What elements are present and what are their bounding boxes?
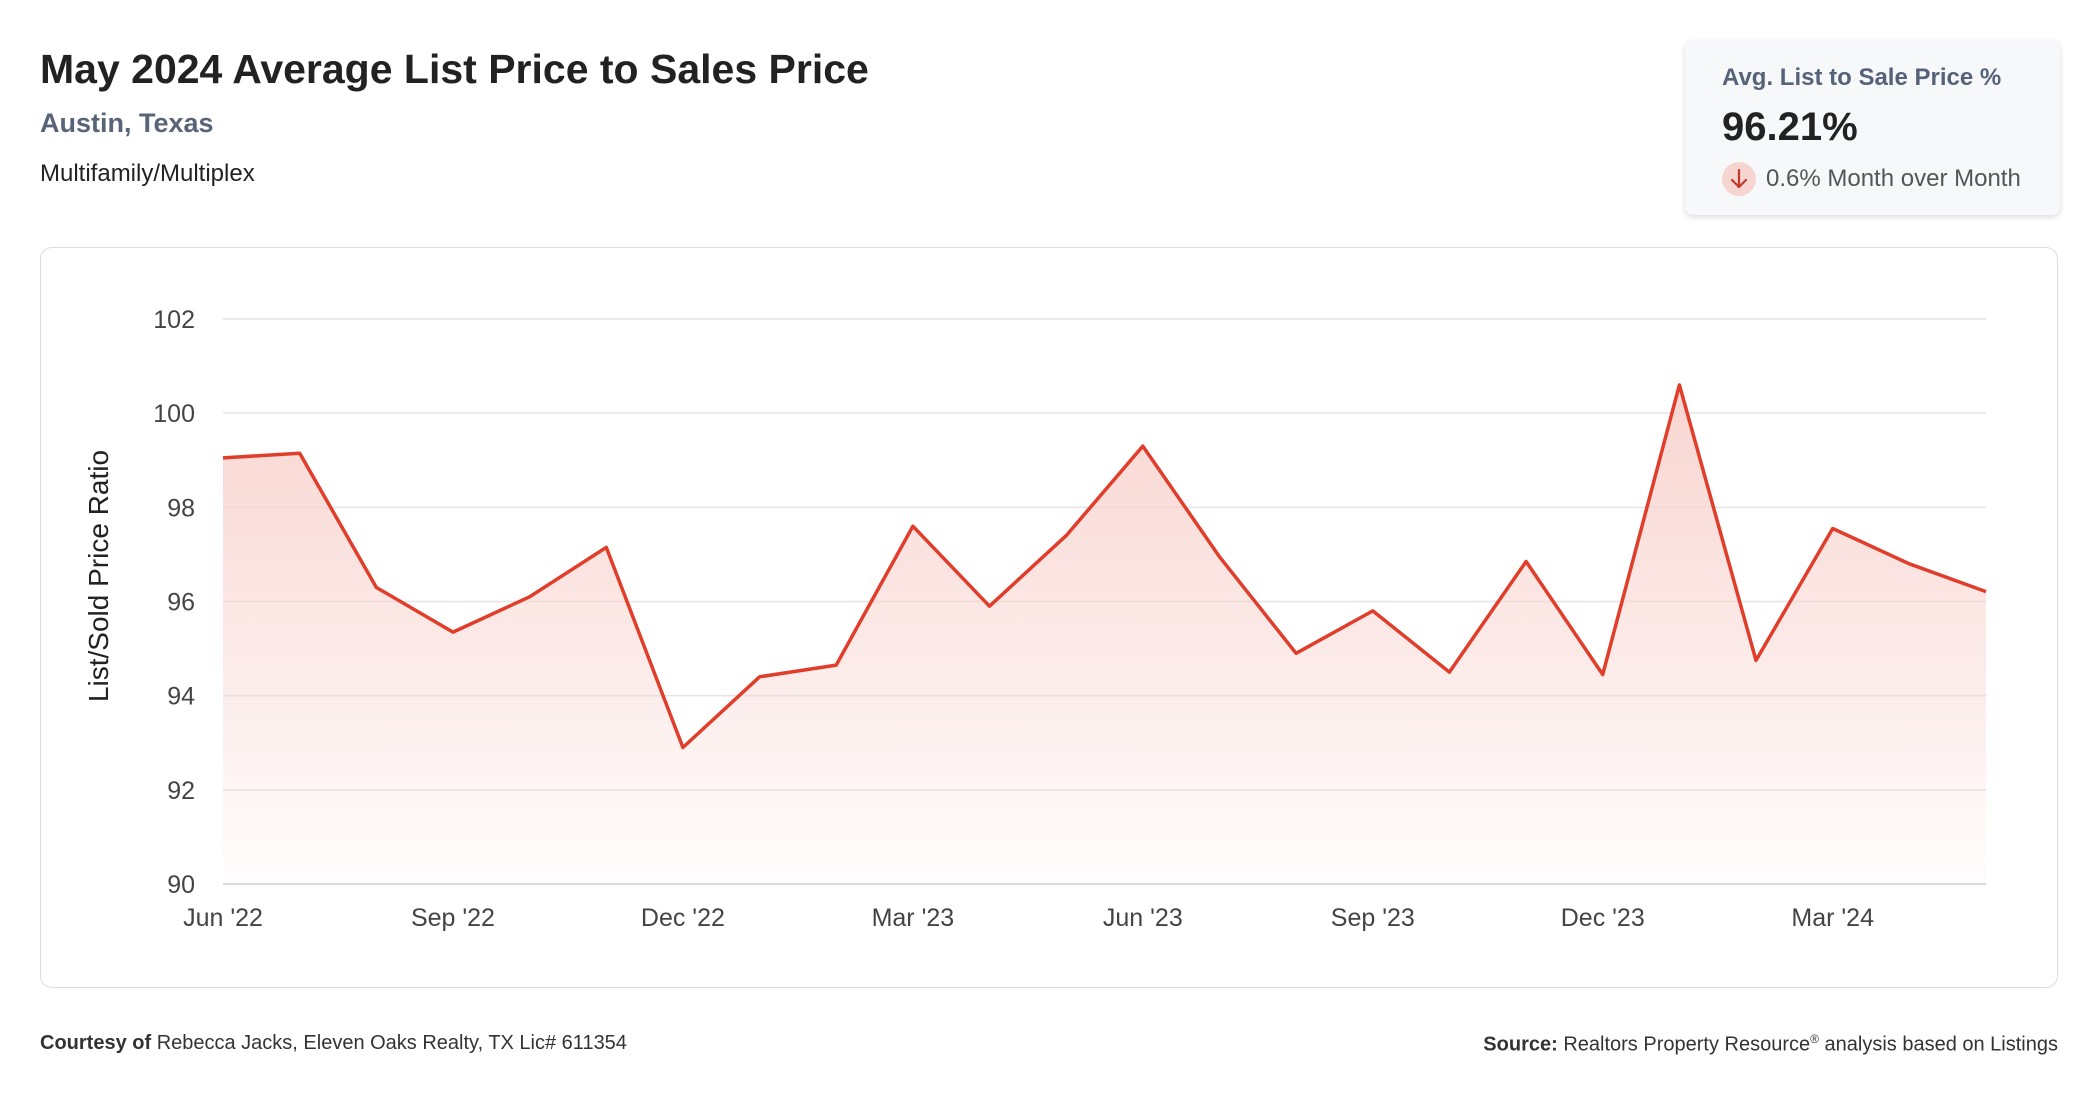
registered-mark: ® (1810, 1032, 1819, 1046)
kpi-change-text: 0.6% Month over Month (1766, 165, 2021, 192)
kpi-change: 0.6% Month over Month (1722, 162, 2021, 196)
arrow-down-icon (1722, 162, 1756, 196)
location-subtitle: Austin, Texas (40, 108, 214, 138)
property-type: Multifamily/Multiplex (40, 160, 255, 187)
series-area (223, 384, 1986, 884)
y-tick-label: 100 (153, 400, 195, 428)
y-tick-label: 94 (167, 683, 195, 711)
courtesy-label: Courtesy of (40, 1032, 152, 1054)
x-tick-label: Dec '22 (641, 904, 725, 932)
y-tick-label: 98 (167, 494, 195, 522)
courtesy-note: Courtesy of Rebecca Jacks, Eleven Oaks R… (40, 1032, 627, 1055)
source-text-suffix: analysis based on Listings (1818, 1033, 2059, 1056)
y-tick-label: 90 (167, 871, 195, 899)
x-tick-label: Sep '23 (1331, 904, 1415, 932)
x-tick-label: Dec '23 (1561, 904, 1645, 932)
source-label: Source: (1483, 1033, 1558, 1056)
chart-panel: 90 92 94 96 98 100 102 Jun '22 Sep '22 Dec '22 Ma… (40, 247, 2058, 988)
x-tick-label: Jun '22 (183, 904, 263, 932)
series-line (222, 383, 1987, 750)
y-tick-label: 102 (153, 306, 195, 334)
kpi-value: 96.21% (1722, 105, 1858, 149)
x-tick-label: Mar '24 (1791, 904, 1874, 932)
x-tick-label: Mar '23 (872, 904, 955, 932)
x-tick-label: Sep '22 (411, 904, 495, 932)
page-title: May 2024 Average List Price to Sales Pri… (40, 46, 869, 92)
line-chart: 90 92 94 96 98 100 102 Jun '22 Sep '22 Dec '22 Ma… (83, 306, 1987, 932)
kpi-card: Avg. List to Sale Price % 96.21% 0.6% Mo… (1685, 40, 2060, 215)
courtesy-text: Rebecca Jacks, Eleven Oaks Realty, TX Li… (156, 1032, 627, 1054)
source-text: Realtors Property Resource (1563, 1033, 1811, 1056)
source-note: Source: Realtors Property Resource® anal… (1483, 1032, 2058, 1057)
y-tick-label: 92 (167, 777, 195, 805)
kpi-label: Avg. List to Sale Price % (1722, 64, 2002, 91)
y-tick-label: 96 (167, 589, 195, 617)
x-tick-label: Jun '23 (1103, 904, 1183, 932)
y-axis-label: List/Sold Price Ratio (83, 450, 114, 702)
